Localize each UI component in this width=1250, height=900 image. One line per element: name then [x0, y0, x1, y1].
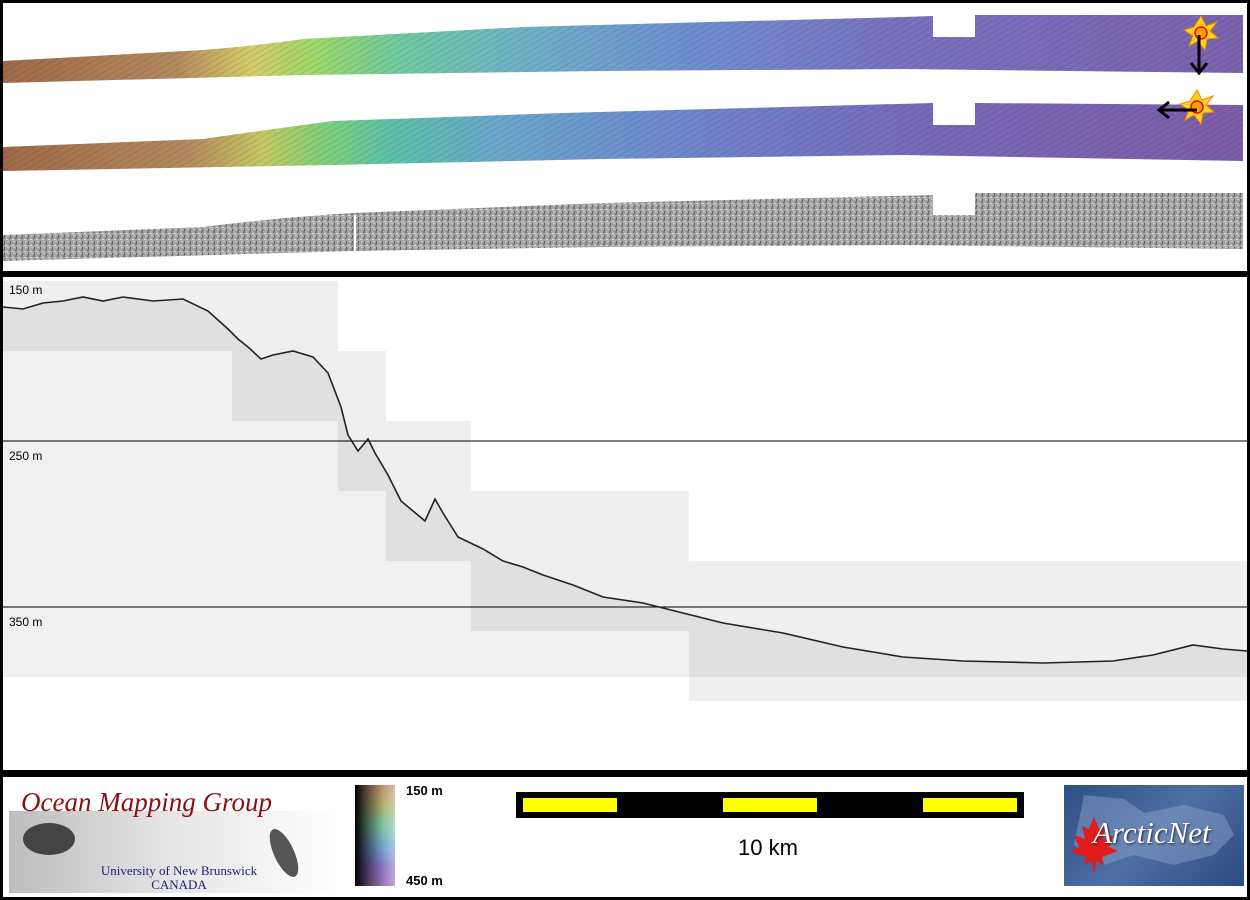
- colorbar-bottom-label: 450 m: [406, 873, 443, 888]
- depth-label-150: 150 m: [9, 283, 42, 297]
- depth-profile-panel: 150 m 250 m 350 m: [3, 277, 1247, 770]
- bathymetry-strip-top: [3, 3, 1243, 83]
- arrow-left-icon: [1156, 100, 1197, 120]
- arrow-down-icon: [1189, 35, 1209, 76]
- arcticnet-name: ArcticNet: [1093, 815, 1211, 850]
- swath-strips-panel: [3, 3, 1247, 271]
- arcticnet-logo: [1064, 785, 1244, 886]
- colorbar-top-label: 150 m: [406, 783, 443, 798]
- sun-icon: [1178, 88, 1216, 126]
- seabed-echo: [3, 296, 1247, 664]
- sun-icon: [1182, 14, 1220, 52]
- scale-bar-label: 10 km: [738, 835, 798, 860]
- backscatter-strip: [3, 185, 1243, 261]
- depth-label-350: 350 m: [9, 615, 42, 629]
- scale-bar: [516, 792, 1024, 818]
- omg-university: University of New Brunswick: [100, 863, 258, 878]
- depth-label-250: 250 m: [9, 449, 42, 463]
- maple-leaf-icon: [1070, 817, 1118, 871]
- omg-country: CANADA: [151, 877, 207, 892]
- omg-logo: Ocean Mapping Group University of New Br…: [9, 781, 339, 893]
- seabed-echo-shadow: [3, 297, 1247, 677]
- depth-colorbar: [355, 785, 395, 886]
- bathymetry-strip-middle: [3, 93, 1243, 171]
- omg-title: Ocean Mapping Group: [21, 787, 272, 817]
- legend-footer: Ocean Mapping Group University of New Br…: [3, 777, 1247, 897]
- profile-window-blocks: [3, 281, 1247, 701]
